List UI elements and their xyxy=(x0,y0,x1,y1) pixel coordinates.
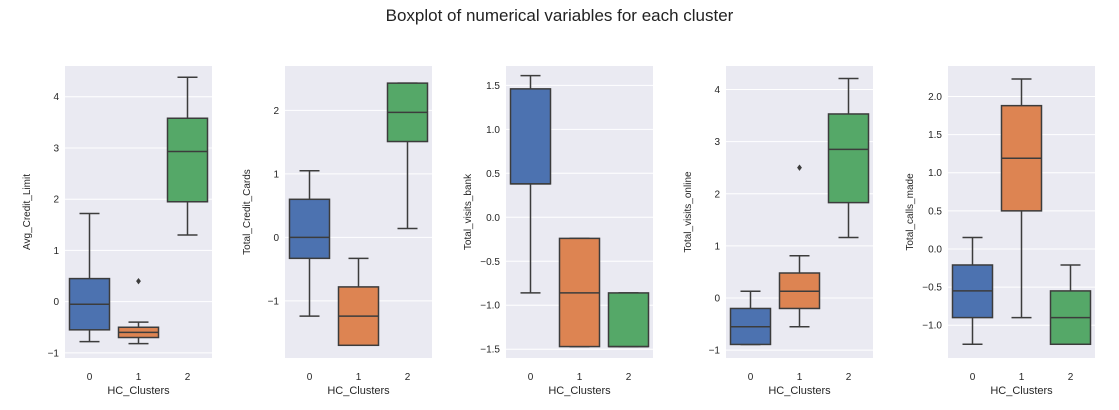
x-tick-label: 2 xyxy=(846,372,852,383)
y-tick-label: −1 xyxy=(48,348,60,359)
box-cluster-1 xyxy=(778,164,821,328)
x-tick-label: 0 xyxy=(748,372,754,383)
box-iqr xyxy=(509,88,552,185)
chart-panel-4: −1 0 1 2 3 4 0 1 2 HC_Clusters Total_visits_online xyxy=(683,66,873,397)
y-tick-label: 3 xyxy=(714,137,720,148)
x-tick-label: 2 xyxy=(405,372,411,383)
x-tick-label: 2 xyxy=(185,372,191,383)
y-tick-label: −1 xyxy=(268,296,280,307)
box-cluster-2 xyxy=(1049,264,1092,346)
y-tick-label: 0.0 xyxy=(928,244,942,255)
y-tick-label: 0.0 xyxy=(486,213,500,224)
y-tick-label: 1 xyxy=(53,246,59,257)
box-iqr xyxy=(166,117,209,203)
box-iqr xyxy=(607,292,650,348)
y-tick-label: 0 xyxy=(714,294,720,305)
y-tick-label: 4 xyxy=(714,85,720,96)
x-tick-label: 0 xyxy=(87,372,93,383)
x-tick-label: 0 xyxy=(307,372,313,383)
x-tick-label: 0 xyxy=(970,372,976,383)
x-tick-label: 1 xyxy=(797,372,803,383)
y-tick-label: 3 xyxy=(53,143,59,154)
y-tick-label: 1 xyxy=(714,241,720,252)
y-tick-label: −0.5 xyxy=(922,283,942,294)
box-iqr xyxy=(288,198,331,260)
outlier-point xyxy=(797,164,802,171)
y-tick-label: 1.5 xyxy=(928,130,942,141)
chart-panel-2: −1 0 1 2 0 1 2 HC_Clusters Total_Credit_Cards xyxy=(242,66,432,397)
outlier-point xyxy=(136,277,141,285)
x-tick-label: 0 xyxy=(528,372,534,383)
x-tick-label: 1 xyxy=(356,372,362,383)
chart-panel-1: −1 0 1 2 3 4 0 1 2 HC_Clusters Avg_Credit_Limit xyxy=(22,66,212,397)
y-tick-label: 1.0 xyxy=(486,125,500,136)
x-tick-label: 1 xyxy=(1019,372,1025,383)
x-tick-label: 2 xyxy=(1068,372,1074,383)
box-cluster-1 xyxy=(1000,78,1043,319)
y-tick-label: 1.5 xyxy=(486,81,500,92)
y-tick-label: 2 xyxy=(273,106,279,117)
box-cluster-1 xyxy=(558,237,601,348)
y-tick-label: 0.5 xyxy=(928,206,942,217)
y-tick-label: −1 xyxy=(709,346,721,357)
x-axis-label: HC_Clusters xyxy=(107,385,170,397)
x-tick-label: 1 xyxy=(136,372,142,383)
box-cluster-0 xyxy=(951,236,994,346)
x-axis-label: HC_Clusters xyxy=(990,385,1053,397)
figure-title: Boxplot of numerical variables for each … xyxy=(385,6,734,25)
x-axis-label: HC_Clusters xyxy=(327,385,390,397)
y-tick-label: 0 xyxy=(53,297,59,308)
box-cluster-0 xyxy=(288,169,331,317)
y-tick-label: 2.0 xyxy=(928,92,942,103)
y-tick-label: 0 xyxy=(273,233,279,244)
box-iqr xyxy=(827,113,870,204)
y-tick-label: −1.0 xyxy=(922,321,942,332)
y-tick-label: 1 xyxy=(273,169,279,180)
box-cluster-2 xyxy=(827,77,870,239)
x-tick-label: 2 xyxy=(626,372,632,383)
box-cluster-1 xyxy=(337,257,380,347)
box-cluster-2 xyxy=(386,82,429,230)
x-axis-label: HC_Clusters xyxy=(548,385,611,397)
y-tick-label: −1.0 xyxy=(480,301,500,312)
y-axis-label: Total_visits_bank xyxy=(463,173,474,250)
x-tick-label: 1 xyxy=(577,372,583,383)
box-cluster-0 xyxy=(729,290,772,346)
y-tick-label: 2 xyxy=(53,195,59,206)
y-tick-label: 4 xyxy=(53,92,59,103)
x-axis-label: HC_Clusters xyxy=(768,385,831,397)
y-tick-label: 0.5 xyxy=(486,169,500,180)
y-axis-label: Total_Credit_Cards xyxy=(242,169,253,255)
box-cluster-1 xyxy=(117,277,160,345)
y-axis-label: Total_visits_online xyxy=(683,171,694,253)
box-cluster-0 xyxy=(68,212,111,343)
y-axis-label: Total_calls_made xyxy=(905,173,916,251)
chart-panel-5: −1.0 −0.5 0.0 0.5 1.0 1.5 2.0 0 1 2 HC_Clusters Tot… xyxy=(905,66,1095,397)
box-cluster-2 xyxy=(166,76,209,236)
y-tick-label: 2 xyxy=(714,189,720,200)
chart-panel-3: −1.5 −1.0 −0.5 0.0 0.5 1.0 1.5 0 1 2 HC_Clusters To… xyxy=(463,66,653,397)
box-cluster-0 xyxy=(509,74,552,294)
y-axis-label: Avg_Credit_Limit xyxy=(22,174,33,250)
y-tick-label: −1.5 xyxy=(480,345,500,356)
box-cluster-2 xyxy=(607,292,650,348)
y-tick-label: 1.0 xyxy=(928,168,942,179)
y-tick-label: −0.5 xyxy=(480,257,500,268)
